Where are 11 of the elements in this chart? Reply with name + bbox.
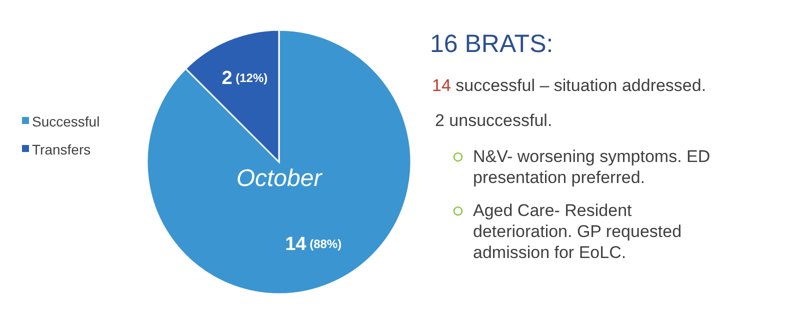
data-label: 14 (88%) [285,234,342,255]
legend-label: Successful [32,114,100,130]
text: N&V- worsening symptoms. ED presentation preferred. [473,147,710,187]
legend-label: Transfers [32,142,91,158]
text: 16 BRATS: [430,30,554,58]
text: October [236,165,323,192]
text: Aged Care- Resident deterioration. GP requested admission for EoLC. [473,201,682,262]
data-label: 2 (12%) [222,68,268,90]
text: 14 successful – situation addressed. [432,76,706,95]
text: 2 unsuccessful. [435,111,552,130]
pie-slice [146,29,412,295]
